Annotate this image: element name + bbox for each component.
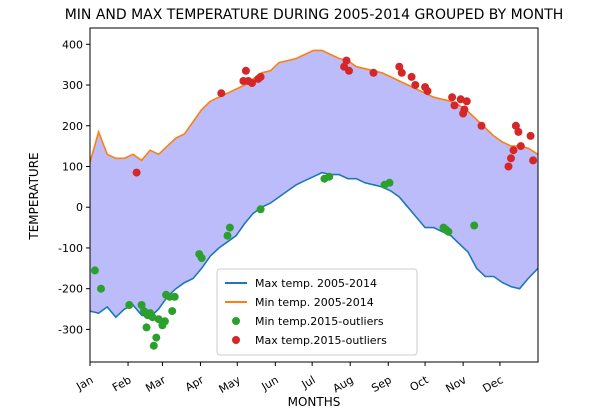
legend-entry-label: Max temp. 2005-2014 xyxy=(255,277,377,290)
y-tick-label: 0 xyxy=(76,201,83,214)
scatter-point-1 xyxy=(397,68,406,77)
scatter-point-0 xyxy=(152,333,161,342)
x-tick-label: Aug xyxy=(331,373,356,395)
fill-between-area xyxy=(90,50,538,318)
scatter-point-1 xyxy=(504,162,513,171)
x-tick-label: Dec xyxy=(481,373,506,395)
scatter-point-1 xyxy=(256,72,265,81)
scatter-point-1 xyxy=(460,105,469,114)
plot-area: -300 -200 -100 0 100 200 300 400 Jan Feb Mar Apr May… xyxy=(58,27,539,396)
scatter-point-1 xyxy=(248,79,256,87)
scatter-point-1 xyxy=(448,93,457,102)
scatter-point-0 xyxy=(148,313,157,322)
x-tick-label: May xyxy=(217,373,244,396)
scatter-point-0 xyxy=(137,301,146,309)
scatter-point-0 xyxy=(170,292,179,301)
scatter-point-1 xyxy=(511,121,520,130)
scatter-point-1 xyxy=(509,146,518,155)
scatter-point-1 xyxy=(395,62,404,71)
x-tick-label: Oct xyxy=(408,373,432,394)
scatter-point-1 xyxy=(526,131,535,140)
x-tick-label: Nov xyxy=(444,373,470,395)
scatter-point-1 xyxy=(342,56,351,65)
legend-marker-swatch xyxy=(232,317,240,325)
scatter-point-0 xyxy=(225,223,234,232)
scatter-point-0 xyxy=(90,266,99,275)
y-axis-label: TEMPERATURE xyxy=(27,152,41,240)
scatter-point-0 xyxy=(160,317,169,326)
scatter-point-1 xyxy=(217,89,226,98)
scatter-point-0 xyxy=(256,205,265,214)
scatter-point-1 xyxy=(450,101,459,110)
scatter-point-0 xyxy=(154,315,163,324)
x-axis-label: MONTHS xyxy=(288,395,341,409)
scatter-point-1 xyxy=(462,97,471,106)
scatter-point-0 xyxy=(142,323,151,332)
y-tick-label: 300 xyxy=(62,79,83,92)
series-line-0 xyxy=(89,171,539,319)
scatter-point-0 xyxy=(470,221,479,230)
scatter-point-1 xyxy=(507,154,515,163)
scatter-point-0 xyxy=(197,254,206,263)
legend-entry-label: Min temp.2015-outliers xyxy=(255,315,384,328)
legend-box xyxy=(216,268,418,356)
scatter-point-1 xyxy=(369,68,378,77)
legend-entry-label: Min temp. 2005-2014 xyxy=(255,296,374,309)
legend-entry-label: Max temp.2015-outliers xyxy=(255,334,387,347)
scatter-point-0 xyxy=(97,284,105,293)
scatter-point-1 xyxy=(423,87,432,96)
scatter-point-1 xyxy=(529,156,538,165)
x-tick-label: Jan xyxy=(73,373,95,393)
y-tick-label: -100 xyxy=(58,242,83,255)
scatter-point-0 xyxy=(385,178,394,187)
scatter-point-1 xyxy=(407,72,416,81)
scatter-point-1 xyxy=(345,66,353,75)
x-tick-label: Sep xyxy=(369,373,393,395)
scatter-point-0 xyxy=(223,231,232,240)
y-tick-label: -300 xyxy=(58,323,83,336)
scatter-point-0 xyxy=(444,227,453,236)
chart-title: MIN AND MAX TEMPERATURE DURING 2005-2014… xyxy=(65,7,564,23)
scatter-point-0 xyxy=(125,301,134,309)
y-tick-label: 400 xyxy=(62,38,83,51)
x-tick-label: Jul xyxy=(299,373,318,391)
scatter-point-0 xyxy=(168,307,177,316)
x-tick-label: Feb xyxy=(110,373,133,394)
scatter-point-1 xyxy=(411,81,420,89)
scatter-point-0 xyxy=(149,341,158,350)
scatter-point-1 xyxy=(516,142,525,151)
x-tick-label: Mar xyxy=(143,373,168,395)
scatter-point-1 xyxy=(456,95,465,104)
scatter-point-1 xyxy=(241,66,250,75)
y-tick-label: 200 xyxy=(62,120,83,133)
y-tick-label: 100 xyxy=(62,160,83,173)
scatter-point-1 xyxy=(514,127,523,136)
y-tick-label: -200 xyxy=(58,283,83,296)
legend-marker-swatch xyxy=(232,336,240,344)
axes-frame xyxy=(89,27,539,363)
legend: Max temp. 2005-2014 Min temp. 2005-2014 Mi… xyxy=(216,268,418,356)
scatter-point-1 xyxy=(132,168,141,177)
x-tick-label: Apr xyxy=(183,373,206,394)
x-tick-label: Jun xyxy=(259,373,281,393)
scatter-point-1 xyxy=(477,121,486,130)
scatter-point-0 xyxy=(325,172,334,181)
